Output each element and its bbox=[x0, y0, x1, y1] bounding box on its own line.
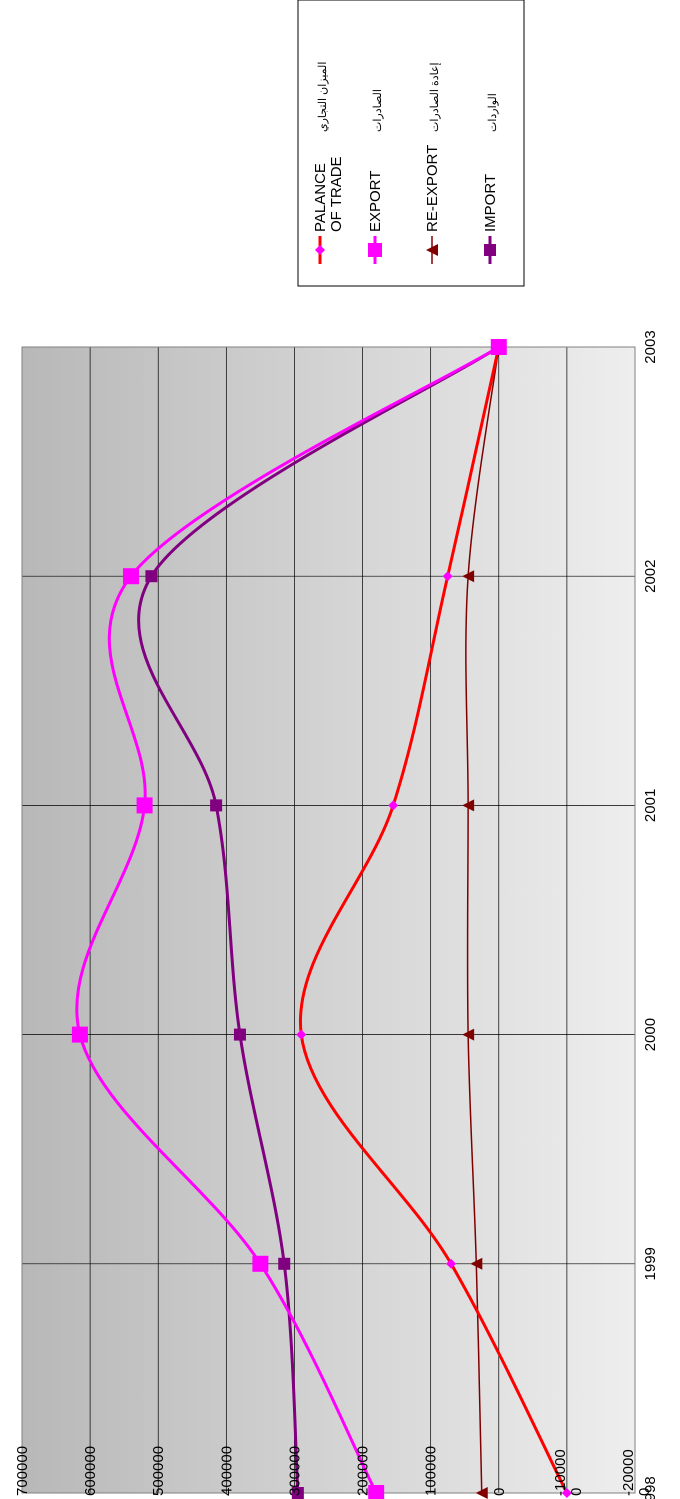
legend-label: PALANCEOF TRADE bbox=[312, 156, 345, 232]
y-tick-label: 300000 bbox=[286, 1446, 303, 1496]
data-point-export bbox=[252, 1255, 269, 1272]
data-point-export bbox=[71, 1026, 88, 1043]
data-point-re-export bbox=[470, 1257, 483, 1270]
x-tick-label: 2000 bbox=[642, 1018, 659, 1051]
legend-marker bbox=[368, 243, 382, 257]
y-tick-label: 600000 bbox=[82, 1446, 99, 1496]
data-point-export bbox=[490, 339, 507, 355]
x-tick-label: 2003 bbox=[642, 330, 659, 363]
plot-border bbox=[21, 346, 636, 1494]
legend-label: IMPORT bbox=[482, 174, 499, 232]
series-export bbox=[71, 339, 507, 1499]
y-tick-label: 200000 bbox=[355, 1446, 372, 1496]
y-tick-label: 400000 bbox=[218, 1446, 235, 1496]
legend-marker bbox=[484, 244, 496, 256]
legend-entry-palance-of-trade: PALANCEOF TRADE الميزان التجاري bbox=[312, 62, 345, 264]
data-point-re-export bbox=[462, 799, 475, 812]
data-point-import bbox=[291, 1487, 304, 1499]
legend-entry-import: IMPORT الواردات bbox=[482, 93, 499, 264]
data-point-re-export bbox=[462, 1028, 475, 1041]
data-point-export bbox=[122, 568, 139, 585]
axis-labels: 700000 600000 500000 400000 300000 200000 1000… bbox=[14, 330, 659, 1499]
legend: PALANCEOF TRADE الميزان التجاري EXPORT الصا… bbox=[297, 0, 525, 287]
x-tick-label: 1999 bbox=[642, 1247, 659, 1280]
y-tick-label: 100000 bbox=[423, 1446, 440, 1496]
data-point-palance-of-trade bbox=[442, 571, 453, 582]
series-layer bbox=[71, 339, 572, 1499]
y-tick-label: 500000 bbox=[150, 1446, 167, 1496]
x-tick-label: 2002 bbox=[642, 560, 659, 593]
data-point-import bbox=[210, 799, 223, 812]
legend-entry-export: EXPORT الصادرات bbox=[367, 89, 384, 264]
legend-label: RE-EXPORT bbox=[424, 145, 441, 232]
legend-marker bbox=[315, 245, 325, 255]
data-point-palance-of-trade bbox=[446, 1258, 457, 1269]
data-point-palance-of-trade bbox=[296, 1029, 307, 1040]
data-point-export bbox=[368, 1485, 385, 1499]
data-point-palance-of-trade bbox=[561, 1488, 572, 1498]
data-point-import bbox=[233, 1028, 246, 1041]
legend-box bbox=[297, 0, 525, 287]
data-point-palance-of-trade bbox=[388, 800, 399, 811]
y-tick-label: -200000 bbox=[620, 1449, 653, 1496]
legend-label: EXPORT bbox=[367, 171, 384, 232]
legend-label-arabic: إعادة الصادرات bbox=[429, 62, 441, 132]
y-tick-label: -100000 bbox=[552, 1449, 585, 1496]
legend-label-arabic: الميزان التجاري bbox=[317, 62, 329, 132]
data-point-re-export bbox=[475, 1487, 488, 1499]
x-tick-label: 1998 bbox=[642, 1476, 659, 1499]
legend-label-arabic: الواردات bbox=[487, 93, 499, 132]
series-line-export bbox=[75, 345, 500, 1494]
data-point-import bbox=[145, 570, 158, 583]
legend-entry-re-export: RE-EXPORT إعادة الصادرات bbox=[424, 62, 441, 264]
legend-label-arabic: الصادرات bbox=[372, 89, 384, 132]
y-tick-label: 700000 bbox=[14, 1446, 31, 1496]
data-point-import bbox=[278, 1257, 291, 1270]
plot-area bbox=[22, 347, 635, 1493]
y-tick-label: 0 bbox=[491, 1488, 508, 1496]
data-point-export bbox=[136, 797, 153, 814]
series-line-palance-of-trade bbox=[298, 346, 569, 1494]
x-tick-label: 2001 bbox=[642, 789, 659, 822]
series-line-re-export bbox=[465, 346, 500, 1494]
series-line-import bbox=[137, 345, 500, 1494]
legend-marker bbox=[426, 244, 438, 256]
data-point-re-export bbox=[462, 570, 475, 583]
